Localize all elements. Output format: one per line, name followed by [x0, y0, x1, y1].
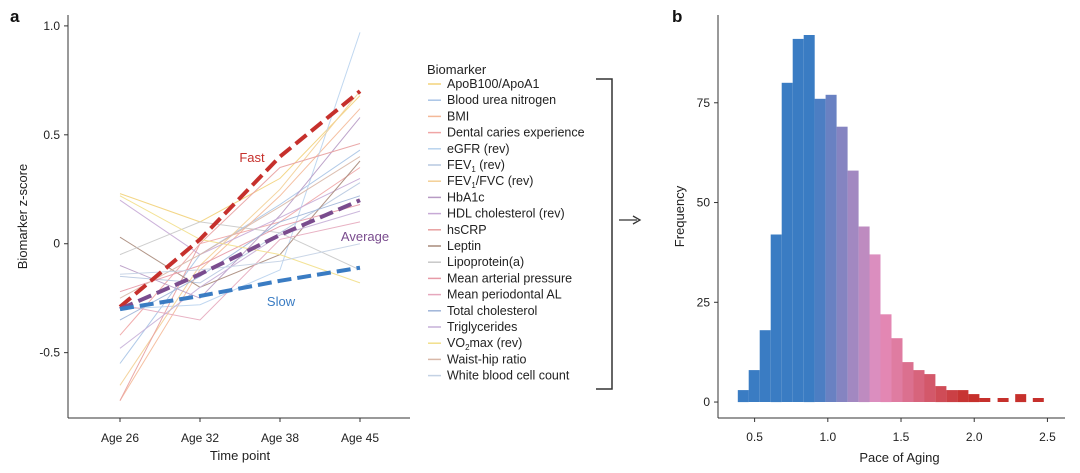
- series-line: [119, 195, 361, 321]
- x-tick-label: 0.5: [746, 430, 763, 444]
- y-tick-label: 75: [697, 96, 711, 110]
- x-tick-label: 1.5: [893, 430, 910, 444]
- histogram-bar: [781, 82, 793, 403]
- arrow-head: [632, 215, 642, 225]
- legend-item-label: Total cholesterol: [447, 304, 537, 318]
- legend-item-label: hsCRP: [447, 223, 487, 237]
- histogram-bar: [737, 390, 749, 403]
- group-label: Fast: [239, 150, 265, 165]
- panel-a-line-chart: -0.5 0 0.5 1.0 Age 26 Age 32 Age 38 Age 45 Time …: [15, 15, 642, 463]
- legend-item-label: BMI: [447, 109, 469, 123]
- histogram-bar: [847, 170, 859, 402]
- y-tick-label: 0: [53, 237, 60, 251]
- x-tick-label: Age 38: [261, 431, 299, 445]
- series-line: [119, 167, 361, 336]
- legend-item-label: Triglycerides: [447, 320, 517, 334]
- legend-item-label: Mean arterial pressure: [447, 271, 572, 285]
- group-line: [119, 265, 361, 312]
- group-label: Slow: [267, 294, 296, 309]
- legend-item-label: HbA1c: [447, 190, 485, 204]
- series-line: [119, 204, 361, 293]
- histogram-bar: [968, 394, 980, 403]
- x-tick-label: 2.5: [1039, 430, 1056, 444]
- histogram-bar: [869, 254, 881, 402]
- y-tick-label: 0.5: [43, 128, 60, 142]
- histogram-bar: [858, 226, 870, 403]
- legend-item-label: eGFR (rev): [447, 142, 510, 156]
- legend-item-label: VO2max (rev): [447, 336, 522, 352]
- histogram-bar: [814, 98, 826, 403]
- series-line: [119, 160, 361, 288]
- series-line: [119, 177, 361, 256]
- series-line: [119, 32, 361, 310]
- legend-item-label: White blood cell count: [447, 369, 570, 383]
- y-axis-title: Frequency: [672, 185, 687, 247]
- legend-item-label: Dental caries experience: [447, 126, 585, 140]
- legend-item-label: Leptin: [447, 239, 481, 253]
- series-line: [119, 156, 361, 299]
- histogram-bar: [935, 386, 947, 403]
- legend-item-label: Waist-hip ratio: [447, 352, 526, 366]
- x-tick-label: 1.0: [819, 430, 836, 444]
- series-line: [119, 149, 361, 364]
- y-tick-label: 25: [697, 295, 711, 309]
- legend-item-label: Lipoprotein(a): [447, 255, 524, 269]
- histogram-bar: [803, 35, 815, 403]
- legend-title: Biomarker: [427, 62, 487, 77]
- histogram-bar: [902, 362, 914, 402]
- series-line: [119, 221, 361, 321]
- legend-bracket: [596, 78, 613, 390]
- histogram-bar: [759, 330, 771, 402]
- x-tick-label: Age 32: [181, 431, 219, 445]
- histogram-bar: [946, 390, 958, 403]
- series-line: [119, 243, 361, 275]
- legend-item-label: Mean periodontal AL: [447, 288, 562, 302]
- y-tick-label: 50: [697, 196, 711, 210]
- histogram-bar: [891, 338, 903, 402]
- x-axis-title: Pace of Aging: [859, 450, 939, 465]
- histogram-bar: [913, 370, 925, 402]
- series-line: [119, 143, 361, 401]
- histogram-bar: [770, 234, 782, 403]
- histogram-bar: [979, 398, 991, 402]
- group-line: [119, 198, 361, 311]
- group-line: [118, 89, 362, 309]
- histogram-bar: [880, 314, 892, 403]
- series-line: [119, 195, 361, 284]
- histogram-bar: [1032, 398, 1044, 402]
- y-axis-title: Biomarker z-score: [15, 164, 30, 269]
- x-axis-title: Time point: [210, 448, 271, 463]
- histogram-bar: [997, 398, 1009, 402]
- x-tick-label: Age 45: [341, 431, 379, 445]
- y-tick-label: -0.5: [39, 346, 60, 360]
- panel-letter-b: b: [672, 7, 682, 26]
- histogram-bar: [1015, 394, 1027, 403]
- histogram-bar: [836, 126, 848, 402]
- histogram-bar: [825, 94, 837, 403]
- legend-item-label: FEV1 (rev): [447, 158, 505, 174]
- x-tick-label: 2.0: [966, 430, 983, 444]
- series-line: [119, 210, 361, 349]
- histogram-bar: [748, 370, 760, 402]
- group-label: Average: [341, 229, 389, 244]
- x-tick-label: Age 26: [101, 431, 139, 445]
- panel-letter-a: a: [10, 7, 20, 26]
- legend-item-label: FEV1/FVC (rev): [447, 174, 533, 190]
- y-tick-label: 1.0: [43, 19, 60, 33]
- histogram-bar: [924, 374, 936, 402]
- series-line: [119, 221, 361, 271]
- histogram-bar: [957, 390, 969, 403]
- legend-item-label: HDL cholesterol (rev): [447, 207, 565, 221]
- histogram-bar: [792, 38, 804, 403]
- y-tick-label: 0: [703, 395, 710, 409]
- panel-b-histogram: 0 25 50 75 0.5 1.0 1.5 2.0 2.5 Pace of Aging Frequ…: [672, 15, 1065, 465]
- legend-item-label: ApoB100/ApoA1: [447, 77, 539, 91]
- legend-item-label: Blood urea nitrogen: [447, 93, 556, 107]
